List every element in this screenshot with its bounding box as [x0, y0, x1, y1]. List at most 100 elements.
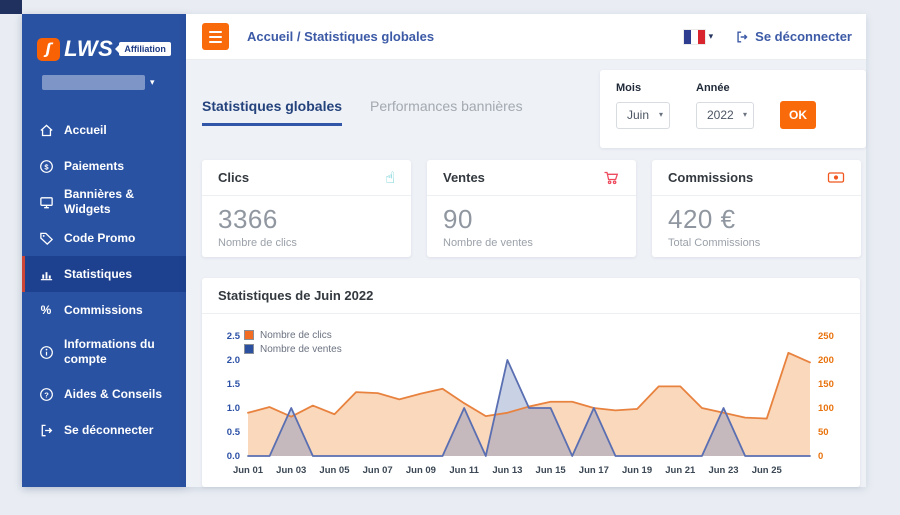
sidebar-item-label: Statistiques: [64, 266, 133, 281]
year-label: Année: [696, 82, 730, 94]
sidebar-item-informations-compte[interactable]: Informations du compte: [22, 328, 186, 376]
commissions-card: Commissions 420 € Total Commissions: [652, 160, 861, 257]
tag-icon: [38, 231, 54, 246]
main-area: Accueil / Statistiques globales ▾ Se déc…: [186, 14, 866, 487]
caret-down-icon: ▾: [708, 31, 714, 41]
logout-icon: [38, 423, 54, 438]
month-select[interactable]: Juin ▾: [616, 101, 670, 129]
sidebar-item-label: Code Promo: [64, 230, 136, 245]
sidebar-item-label: Commissions: [64, 302, 143, 317]
sales-value: 90: [443, 204, 473, 234]
area-chart: 0.0 0.5 1.0 1.5 2.0 2.5 0 50 100 150 200 250 Jun 01 J…: [218, 320, 844, 485]
svg-text:50: 50: [818, 427, 829, 438]
logout-button[interactable]: Se déconnecter: [735, 29, 852, 44]
home-icon: [38, 123, 54, 138]
svg-text:Jun 11: Jun 11: [449, 465, 479, 476]
clicks-legend-swatch: [244, 330, 254, 340]
brand-name: LWS: [64, 36, 114, 61]
card-title: Clics: [218, 170, 250, 185]
account-selector[interactable]: ▾: [42, 75, 186, 90]
caret-down-icon: ▾: [742, 110, 747, 119]
svg-text:Jun 25: Jun 25: [752, 465, 783, 476]
sidebar-nav: Accueil $ Paiements Bannières & Widgets …: [22, 112, 186, 448]
brand-logo: ʃ LWS Affiliation: [22, 36, 186, 62]
sales-subtitle: Nombre de ventes: [443, 237, 533, 249]
tabs: Statistiques globales Performances banni…: [202, 98, 523, 126]
svg-text:Jun 05: Jun 05: [319, 465, 350, 476]
card-title: Commissions: [668, 170, 754, 185]
affiliation-badge: Affiliation: [119, 42, 171, 56]
sidebar-item-label: Paiements: [64, 158, 125, 173]
menu-toggle-button[interactable]: [202, 23, 229, 50]
year-value: 2022: [707, 108, 734, 122]
svg-text:200: 200: [818, 355, 834, 366]
corner-block: [0, 0, 22, 14]
clicks-subtitle: Nombre de clics: [218, 237, 297, 249]
sidebar-item-label: Accueil: [64, 122, 107, 137]
period-filter-panel: Mois Année Juin ▾ 2022 ▾ OK: [600, 70, 866, 148]
sidebar: ʃ LWS Affiliation ▾ Accueil $ Paiements: [22, 14, 186, 487]
breadcrumb[interactable]: Accueil / Statistiques globales: [247, 29, 435, 44]
stat-cards-row: Clics ☝ 3366 Nombre de clics Ventes: [202, 160, 861, 257]
sidebar-item-label: Se déconnecter: [64, 422, 154, 437]
sidebar-item-accueil[interactable]: Accueil: [22, 112, 186, 148]
sidebar-item-statistiques[interactable]: Statistiques: [22, 256, 186, 292]
sidebar-item-label: Bannières & Widgets: [64, 187, 135, 216]
svg-text:$: $: [44, 162, 49, 171]
logout-icon: [737, 30, 748, 43]
sales-card: Ventes 90 Nombre de ventes: [427, 160, 636, 257]
sidebar-item-aides-conseils[interactable]: ? Aides & Conseils: [22, 376, 186, 412]
info-circle-icon: [38, 345, 54, 360]
sidebar-item-paiements[interactable]: $ Paiements: [22, 148, 186, 184]
sidebar-item-bannieres-widgets[interactable]: Bannières & Widgets: [22, 184, 186, 220]
svg-text:0.0: 0.0: [227, 451, 240, 462]
chart-title: Statistiques de Juin 2022: [218, 288, 374, 303]
logout-label: Se déconnecter: [755, 29, 852, 44]
svg-text:Jun 17: Jun 17: [579, 465, 609, 476]
svg-text:1.0: 1.0: [227, 403, 240, 414]
bar-chart-icon: [38, 267, 54, 282]
svg-text:Jun 23: Jun 23: [708, 465, 738, 476]
svg-text:Jun 01: Jun 01: [233, 465, 264, 476]
question-circle-icon: ?: [38, 387, 54, 402]
svg-text:1.5: 1.5: [227, 379, 241, 390]
sidebar-item-label: Aides & Conseils: [64, 386, 163, 401]
svg-text:2.0: 2.0: [227, 355, 240, 366]
monitor-icon: [38, 195, 54, 210]
language-selector[interactable]: ▾: [683, 29, 714, 44]
percent-icon: %: [40, 303, 52, 317]
caret-down-icon: ▾: [658, 110, 663, 119]
clicks-card: Clics ☝ 3366 Nombre de clics: [202, 160, 411, 257]
chart-legend: Nombre de clics Nombre de ventes: [244, 328, 342, 356]
ok-button[interactable]: OK: [780, 101, 816, 129]
sales-legend-swatch: [244, 344, 254, 354]
svg-text:Jun 21: Jun 21: [665, 465, 696, 476]
svg-text:Jun 15: Jun 15: [536, 465, 567, 476]
topbar: Accueil / Statistiques globales ▾ Se déc…: [186, 14, 866, 60]
account-name-bar: [42, 75, 145, 90]
sidebar-item-code-promo[interactable]: Code Promo: [22, 220, 186, 256]
caret-down-icon: ▾: [150, 77, 155, 87]
svg-text:150: 150: [818, 379, 834, 390]
topbar-right: ▾ Se déconnecter: [683, 29, 866, 44]
content-area: Statistiques globales Performances banni…: [186, 60, 866, 487]
sidebar-item-se-deconnecter[interactable]: Se déconnecter: [22, 412, 186, 448]
svg-text:Jun 07: Jun 07: [363, 465, 393, 476]
clicks-value: 3366: [218, 204, 278, 234]
tab-performances-bannieres[interactable]: Performances bannières: [370, 98, 523, 114]
year-select[interactable]: 2022 ▾: [696, 101, 754, 129]
tab-statistiques-globales[interactable]: Statistiques globales: [202, 98, 343, 126]
sidebar-item-commissions[interactable]: % Commissions: [22, 292, 186, 328]
svg-text:Jun 19: Jun 19: [622, 465, 652, 476]
svg-text:0.5: 0.5: [227, 427, 241, 438]
svg-text:Jun 09: Jun 09: [406, 465, 436, 476]
month-value: Juin: [627, 108, 650, 122]
legend-label: Nombre de clics: [260, 329, 332, 341]
banknote-icon: [827, 170, 845, 185]
commissions-value: 420 €: [668, 204, 736, 234]
svg-text:?: ?: [44, 390, 49, 399]
dollar-circle-icon: $: [38, 159, 54, 174]
monthly-stats-chart-card: Statistiques de Juin 2022 Nombre de clic…: [202, 278, 860, 487]
month-label: Mois: [616, 82, 642, 94]
